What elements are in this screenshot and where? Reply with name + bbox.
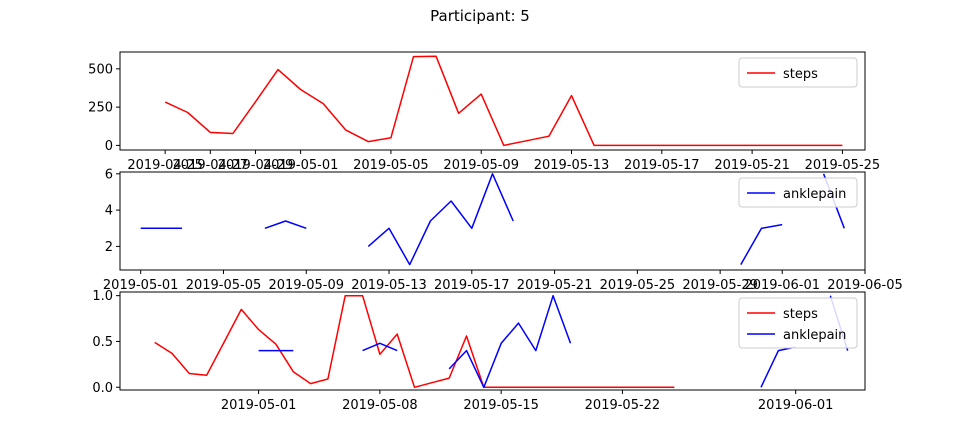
axes-frame — [119, 171, 866, 271]
legend-label-anklepain: anklepain — [783, 328, 846, 343]
x-tick-label: 2019-05-17 — [624, 158, 700, 173]
x-tick-label: 2019-05-25 — [805, 158, 881, 173]
legend-label-anklepain: anklepain — [783, 187, 846, 202]
legend-label-steps: steps — [783, 307, 818, 322]
subplot-3: 0.0 0.5 1.0 2019-05-01 2019-05-08 2019-05-15 2… — [92, 289, 866, 413]
legend: steps anklepain — [738, 297, 858, 349]
x-tick-label: 2019-06-01 — [744, 278, 820, 293]
legend-label-steps: steps — [783, 67, 818, 82]
axes-frame — [119, 51, 866, 151]
x-tick-label: 2019-05-01 — [103, 278, 179, 293]
series-line-steps — [154, 294, 675, 389]
x-tick-label: 2019-04-27 — [173, 158, 249, 173]
subplot-1: 02505002019-04-252019-04-272019-04-29201… — [88, 51, 881, 173]
y-tick-label: 2 — [105, 240, 113, 255]
x-tick-label: 2019-05-01 — [221, 398, 297, 413]
x-tick-label: 2019-06-05 — [827, 278, 903, 293]
x-tick-label: 2019-05-01 — [263, 158, 339, 173]
figure-title: Participant: 5 — [430, 7, 530, 25]
x-tick-label: 2019-05-29 — [682, 278, 758, 293]
series-line-anklepain — [140, 173, 846, 266]
x-tick-label: 2019-05-09 — [443, 158, 519, 173]
x-tick-label: 2019-04-29 — [218, 158, 294, 173]
x-tick-label: 2019-05-09 — [268, 278, 344, 293]
y-tick-label: 250 — [88, 101, 113, 116]
series-line-anklepain — [258, 294, 849, 389]
x-tick-label: 2019-05-05 — [353, 158, 429, 173]
x-tick-label: 2019-05-21 — [714, 158, 790, 173]
legend-box — [738, 57, 858, 88]
x-tick-label: 2019-05-17 — [434, 278, 510, 293]
x-tick-label: 2019-05-13 — [351, 278, 427, 293]
x-tick-label: 2019-04-25 — [127, 158, 203, 173]
series-line-steps — [164, 55, 843, 147]
y-tick-label: 0.5 — [92, 335, 113, 350]
x-tick-label: 2019-05-15 — [463, 398, 539, 413]
x-tick-label: 2019-05-25 — [600, 278, 676, 293]
subplot-panels: 02505002019-04-252019-04-272019-04-29201… — [88, 51, 903, 413]
y-tick-label: 0 — [105, 139, 113, 154]
y-tick-label: 1.0 — [92, 289, 113, 304]
y-tick-label: 6 — [105, 167, 113, 182]
x-tick-label: 2019-06-01 — [758, 398, 834, 413]
subplot-2: 2 4 6 2019-05-01 2019-05-05 2019-05-09 2019-05… — [103, 167, 903, 293]
x-tick-label: 2019-05-21 — [517, 278, 593, 293]
legend-box — [738, 177, 858, 208]
x-tick-label: 2019-05-22 — [585, 398, 661, 413]
x-tick-label: 2019-05-05 — [186, 278, 262, 293]
legend-box — [738, 297, 858, 349]
y-tick-label: 500 — [88, 62, 113, 77]
legend: anklepain — [738, 177, 858, 208]
y-tick-label: 0.0 — [92, 381, 113, 396]
legend: steps — [738, 57, 858, 88]
y-tick-label: 4 — [105, 204, 113, 219]
x-tick-label: 2019-05-13 — [534, 158, 610, 173]
x-tick-label: 2019-05-08 — [342, 398, 418, 413]
